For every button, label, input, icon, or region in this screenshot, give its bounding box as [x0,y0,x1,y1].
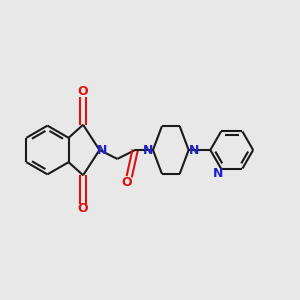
Text: O: O [121,176,131,189]
Text: O: O [78,85,88,98]
Text: O: O [78,202,88,215]
Text: N: N [97,143,107,157]
Text: N: N [189,143,199,157]
Text: N: N [142,143,153,157]
Text: N: N [213,167,223,180]
